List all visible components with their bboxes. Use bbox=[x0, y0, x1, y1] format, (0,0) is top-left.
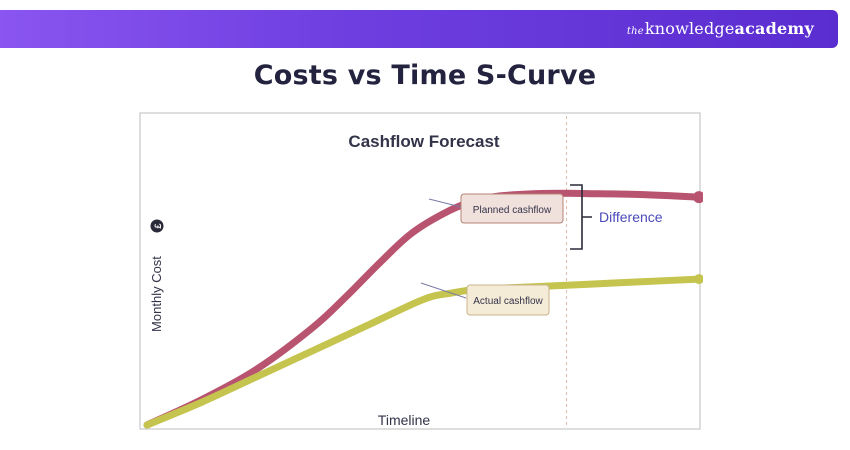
brand-knowledge: knowledge bbox=[644, 19, 735, 38]
header-banner: theknowledgeacademy bbox=[0, 10, 838, 48]
page-title: Costs vs Time S-Curve bbox=[253, 60, 597, 91]
y-axis-label-group: Monthly Cost £ bbox=[149, 219, 164, 332]
planned-callout-label: Planned cashflow bbox=[473, 205, 552, 216]
currency-badge-text: £ bbox=[153, 223, 163, 228]
x-axis-label: Timeline bbox=[378, 412, 431, 428]
brand-academy: academy bbox=[734, 19, 814, 38]
chart-title: Cashflow Forecast bbox=[348, 132, 499, 151]
brand-the: the bbox=[626, 26, 644, 37]
actual-callout-leader bbox=[420, 282, 467, 299]
y-axis-label: Monthly Cost bbox=[149, 256, 164, 332]
currency-badge-icon bbox=[150, 219, 164, 233]
planned-callout-box bbox=[460, 193, 564, 224]
series-line-actual bbox=[143, 275, 703, 429]
cashflow-chart: Cashflow Forecast Monthly Cost £ Timelin… bbox=[139, 112, 703, 430]
series-line-planned bbox=[143, 189, 703, 429]
brand-logo: theknowledgeacademy bbox=[627, 19, 814, 38]
difference-label: Difference bbox=[599, 209, 663, 225]
difference-bracket bbox=[570, 184, 592, 250]
actual-callout-label: Actual cashflow bbox=[473, 296, 543, 307]
actual-callout-box bbox=[466, 284, 550, 316]
series-end-point-planned bbox=[693, 191, 703, 204]
series-end-point-actual bbox=[694, 274, 703, 285]
planned-callout-leader bbox=[428, 198, 462, 208]
chart-frame bbox=[139, 112, 701, 430]
